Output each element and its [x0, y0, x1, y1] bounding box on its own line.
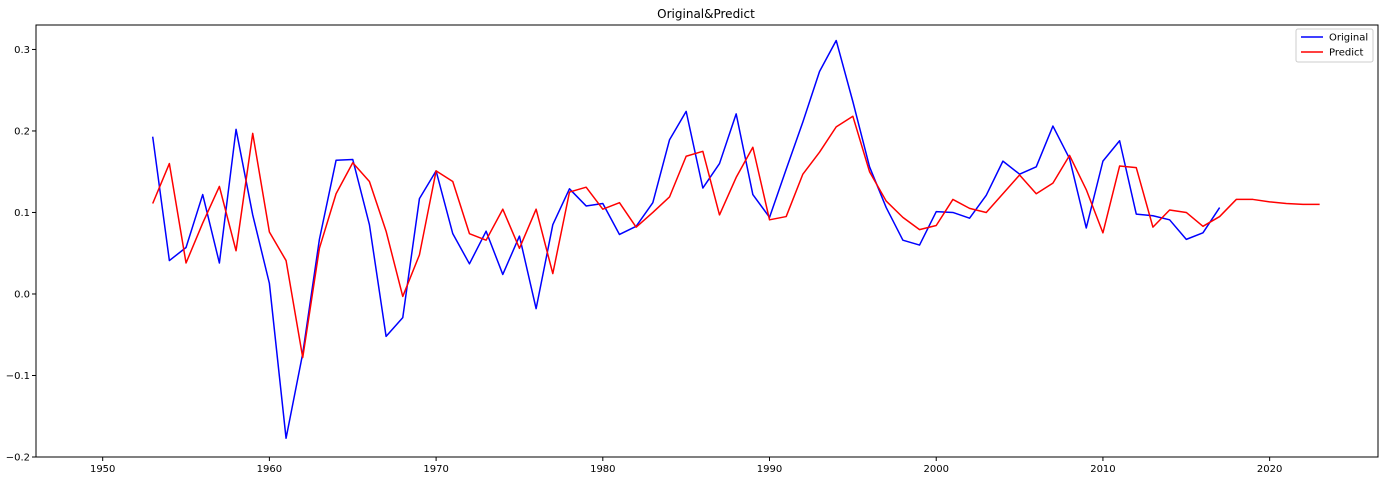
x-tick-label: 1960: [257, 464, 282, 475]
plot-frame: [35, 24, 1379, 458]
legend-label-predict: Predict: [1329, 48, 1364, 59]
y-axis: −0.2 −0.1 0.0 0.1 0.2 0.3: [6, 45, 36, 464]
series-line-predict: [152, 115, 1320, 359]
y-tick-label: −0.1: [6, 371, 30, 382]
x-tick-label: 2010: [1090, 464, 1115, 475]
series-lines: [151, 39, 1320, 439]
chart-title: Original&Predict: [657, 7, 755, 21]
y-tick-label: 0.1: [14, 208, 30, 219]
legend: Original Predict: [1295, 28, 1374, 63]
x-axis: 1950 1960 1970 1980 1990 2000 2010 2020: [90, 457, 1282, 475]
x-tick-label: 1970: [423, 464, 448, 475]
x-tick-label: 1990: [757, 464, 782, 475]
y-tick-label: −0.2: [6, 453, 30, 464]
y-tick-label: 0.0: [14, 289, 30, 300]
x-tick-label: 1950: [90, 464, 115, 475]
legend-label-original: Original: [1329, 33, 1368, 44]
x-tick-label: 2020: [1257, 464, 1282, 475]
x-tick-label: 2000: [923, 464, 948, 475]
y-tick-label: 0.2: [14, 126, 30, 137]
series-line-original: [151, 39, 1221, 439]
y-tick-label: 0.3: [14, 45, 30, 56]
x-tick-label: 1980: [590, 464, 615, 475]
